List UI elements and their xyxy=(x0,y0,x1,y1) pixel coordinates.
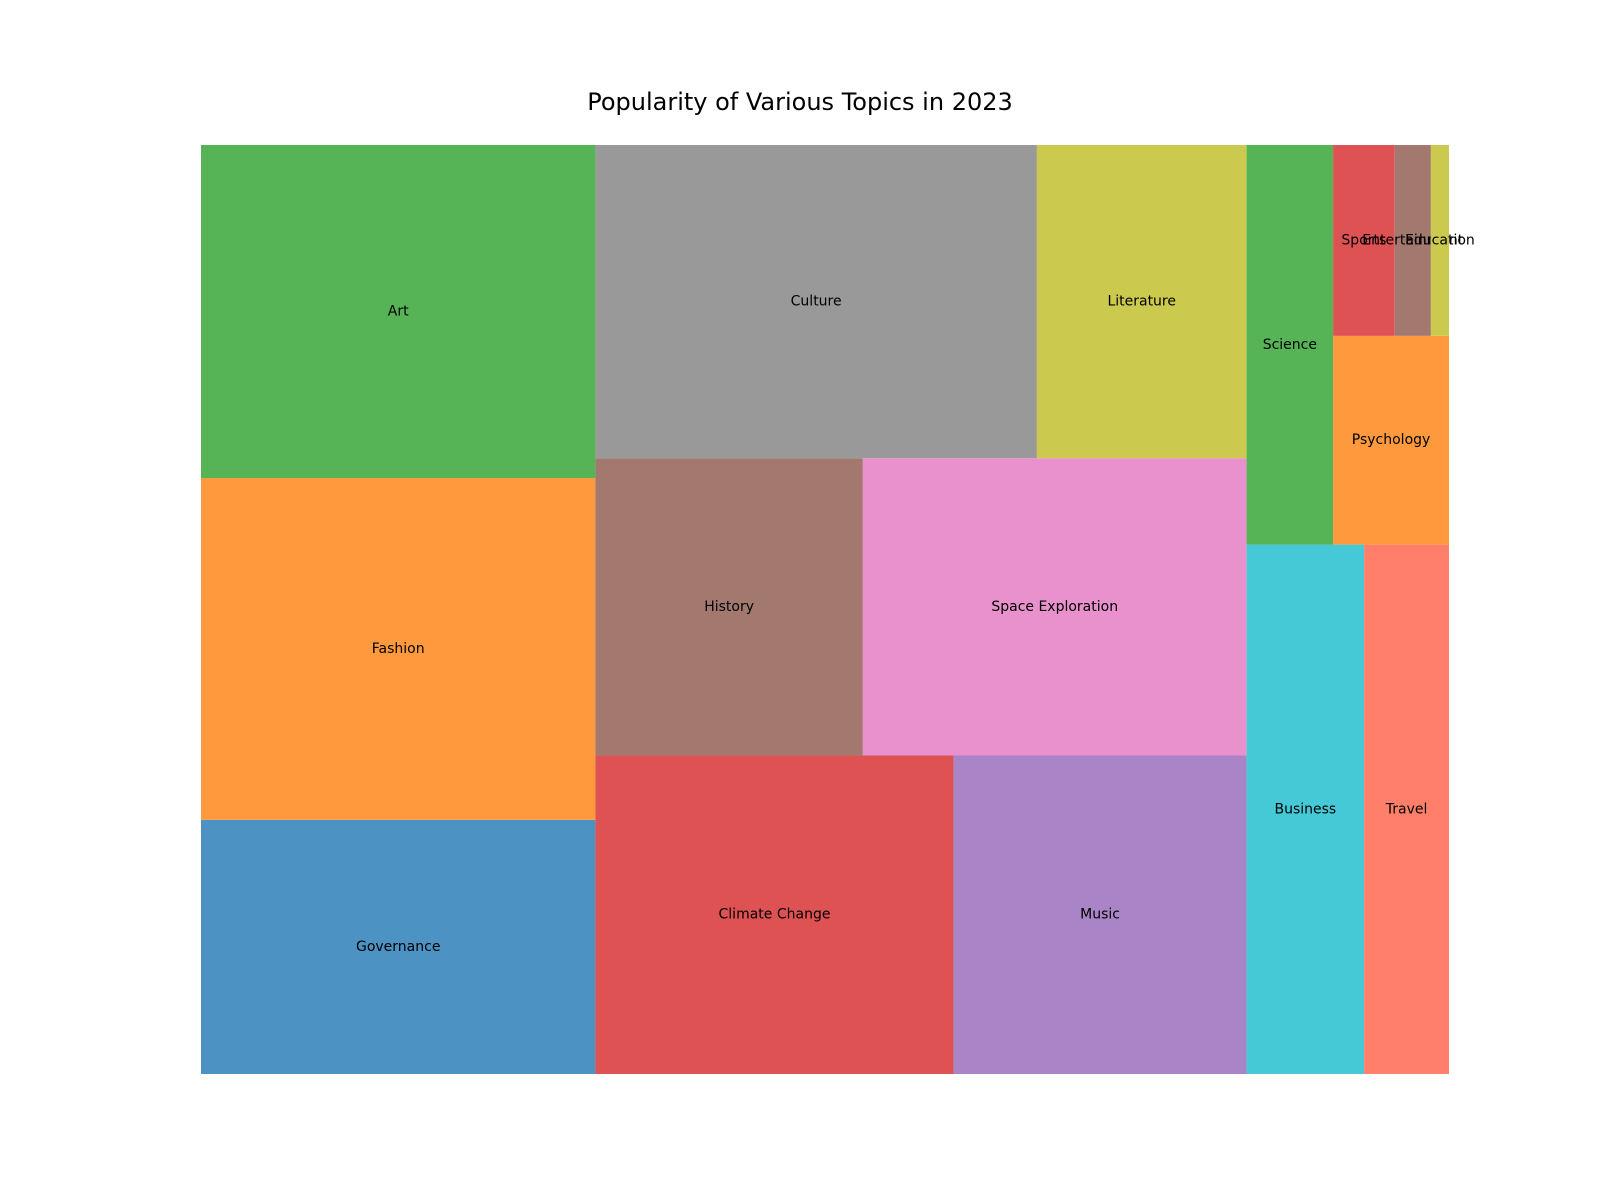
tile-culture xyxy=(595,145,1037,459)
tile-psychology xyxy=(1333,335,1449,545)
tile-music xyxy=(953,755,1247,1074)
tile-governance xyxy=(201,819,596,1074)
chart-title: Popularity of Various Topics in 2023 xyxy=(587,88,1013,116)
tile-fashion xyxy=(201,478,596,820)
tile-space-exploration xyxy=(862,458,1247,756)
tile-label-music: Music xyxy=(1080,907,1120,923)
tile-science xyxy=(1246,145,1334,545)
tile-education xyxy=(1430,145,1449,336)
tile-label-business: Business xyxy=(1274,801,1336,817)
tile-label-psychology: Psychology xyxy=(1352,432,1431,448)
tile-label-literature: Literature xyxy=(1107,294,1176,310)
tile-label-governance: Governance xyxy=(356,939,440,955)
tile-climate-change xyxy=(595,755,954,1074)
tile-label-climate-change: Climate Change xyxy=(719,907,831,923)
tile-label-art: Art xyxy=(388,304,409,320)
tile-label-education: Education xyxy=(1405,232,1475,248)
tile-label-fashion: Fashion xyxy=(372,641,425,657)
tile-label-sports: Sports xyxy=(1341,232,1386,248)
tile-sports xyxy=(1333,145,1395,336)
tile-label-science: Science xyxy=(1263,337,1317,353)
tile-label-history: History xyxy=(704,599,754,615)
tile-label-travel: Travel xyxy=(1385,801,1428,817)
tile-entertainment xyxy=(1394,145,1431,336)
tile-business xyxy=(1246,544,1365,1074)
tile-travel xyxy=(1364,544,1449,1074)
tile-literature xyxy=(1036,145,1247,459)
tile-label-culture: Culture xyxy=(791,294,842,310)
tile-history xyxy=(595,458,863,756)
tile-art xyxy=(201,145,596,479)
tile-label-space-exploration: Space Exploration xyxy=(991,599,1118,615)
